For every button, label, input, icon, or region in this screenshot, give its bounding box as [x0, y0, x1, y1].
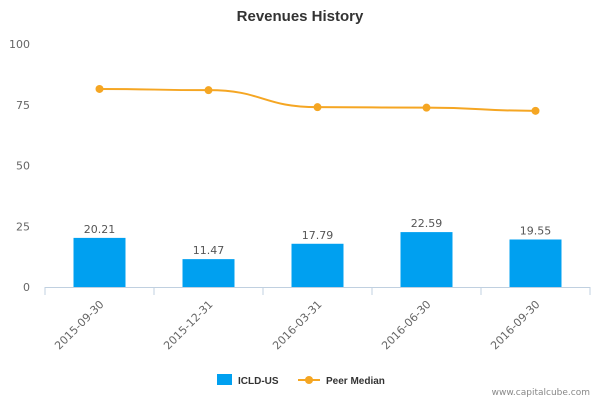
- legend-label-icld-us[interactable]: ICLD-US: [238, 376, 279, 387]
- bar[interactable]: [73, 237, 126, 287]
- line-series: [95, 84, 540, 115]
- bar[interactable]: [509, 239, 562, 287]
- peer-median-point[interactable]: [313, 103, 322, 112]
- bar-data-label: 19.55: [520, 224, 552, 237]
- y-tick-label: 0: [23, 281, 30, 294]
- bar[interactable]: [291, 243, 344, 287]
- x-tick-label: 2015-12-31: [161, 298, 215, 352]
- bar-data-label: 20.21: [84, 223, 116, 236]
- x-tick-label: 2016-03-31: [270, 298, 324, 352]
- y-tick-label: 25: [16, 220, 30, 233]
- chart-title: Revenues History: [237, 8, 364, 25]
- x-axis: 2015-09-30 2015-12-31 2016-03-31 2016-06-30…: [52, 298, 542, 352]
- x-tick-label: 2015-09-30: [52, 298, 106, 352]
- peer-median-point[interactable]: [204, 86, 213, 95]
- legend-swatch-icld-us: [217, 374, 232, 385]
- bar-data-label: 22.59: [411, 217, 443, 230]
- y-tick-label: 75: [16, 99, 30, 112]
- bar-data-label: 17.79: [302, 229, 334, 242]
- legend-swatch-peer-median-dot: [305, 376, 313, 384]
- peer-median-point[interactable]: [422, 103, 431, 112]
- bar[interactable]: [400, 232, 453, 287]
- peer-median-point[interactable]: [531, 106, 540, 115]
- legend-label-peer-median[interactable]: Peer Median: [326, 376, 385, 387]
- y-tick-label: 100: [9, 38, 30, 51]
- credit-text: www.capitalcube.com: [492, 388, 590, 398]
- y-tick-label: 50: [16, 160, 30, 173]
- x-tick-label: 2016-09-30: [488, 298, 542, 352]
- x-axis-tick-marks: [44, 287, 591, 295]
- x-tick-label: 2016-06-30: [379, 298, 433, 352]
- bar-data-label: 11.47: [193, 244, 225, 257]
- bar-data-labels: 20.21 11.47 17.79 22.59 19.55: [84, 217, 552, 257]
- bar-series: [73, 232, 562, 287]
- legend[interactable]: ICLD-US Peer Median: [217, 374, 385, 387]
- bar[interactable]: [182, 259, 235, 287]
- y-axis: 0 25 50 75 100: [9, 38, 30, 294]
- peer-median-point[interactable]: [95, 84, 104, 93]
